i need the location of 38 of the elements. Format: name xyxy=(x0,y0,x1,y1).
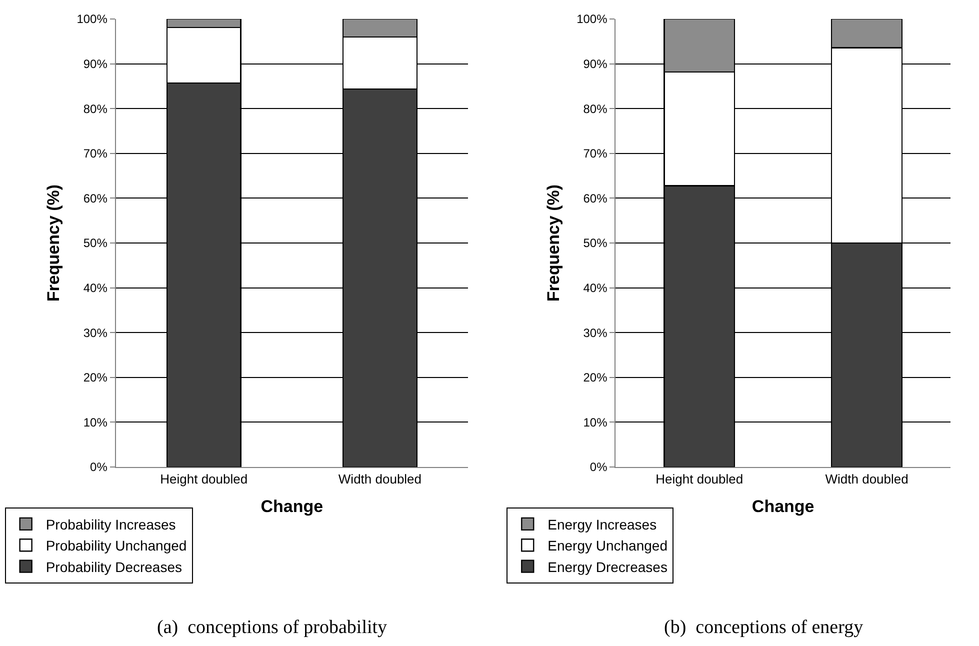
y-tick-label: 10% xyxy=(83,415,108,430)
y-tick-label: 50% xyxy=(83,236,108,250)
y-tick-label: 80% xyxy=(583,102,608,116)
y-tick-label: 90% xyxy=(583,57,608,71)
legend-label: Energy Increases xyxy=(548,516,657,532)
text: (a) conceptions of probability xyxy=(157,617,388,638)
y-tick-label: 70% xyxy=(83,146,108,161)
y-tick-label: 40% xyxy=(83,281,108,295)
legend-label: Energy Unchanged xyxy=(548,538,668,554)
x-axis-title: Change xyxy=(752,497,814,516)
x-tick-label: Width doubled xyxy=(338,472,422,487)
y-tick-label: 60% xyxy=(583,191,608,206)
y-tick-label: 100% xyxy=(76,12,108,26)
y-tick-label: 90% xyxy=(83,57,108,71)
text: (b) conceptions of energy xyxy=(664,617,864,638)
y-tick-label: 60% xyxy=(83,191,108,206)
y-tick-label: 0% xyxy=(90,460,108,474)
legend-label: Probability Unchanged xyxy=(46,538,187,554)
y-tick-label: 100% xyxy=(576,12,608,26)
y-tick-label: 50% xyxy=(583,236,608,250)
y-tick-label: 20% xyxy=(83,370,108,385)
y-tick-label: 70% xyxy=(583,146,608,161)
legend-label: Probability Increases xyxy=(46,516,176,532)
x-tick-label: Height doubled xyxy=(160,472,248,487)
y-tick-label: 0% xyxy=(590,460,608,474)
y-tick-label: 30% xyxy=(583,326,608,340)
x-tick-label: Height doubled xyxy=(656,472,744,487)
x-tick-label: Width doubled xyxy=(825,472,908,487)
y-axis-title: Frequency (%) xyxy=(544,184,564,302)
y-tick-label: 10% xyxy=(583,415,608,430)
y-axis-title: Frequency (%) xyxy=(44,184,64,302)
legend-label: Probability Decreases xyxy=(46,558,182,575)
y-tick-label: 80% xyxy=(83,102,108,116)
x-axis-title: Change xyxy=(260,497,324,516)
legend-label: Energy Drecreases xyxy=(548,558,668,575)
y-tick-label: 40% xyxy=(583,281,608,295)
y-tick-label: 30% xyxy=(83,326,108,340)
y-tick-label: 20% xyxy=(583,370,608,385)
